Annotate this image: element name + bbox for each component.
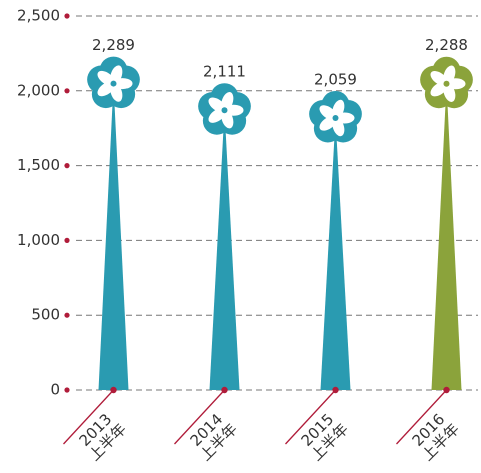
x-tick-label: 2014上半年 bbox=[184, 407, 241, 464]
tick-dot bbox=[64, 88, 70, 94]
y-tick-label: 500 bbox=[31, 306, 60, 324]
value-label: 2,059 bbox=[314, 70, 357, 88]
base-dot bbox=[221, 386, 228, 394]
inner-petal bbox=[208, 108, 226, 123]
inner-petal bbox=[319, 115, 337, 131]
flower bbox=[87, 56, 140, 109]
spike bbox=[431, 83, 462, 390]
inner-petal bbox=[97, 81, 115, 97]
flower-center bbox=[443, 80, 450, 87]
spike bbox=[320, 117, 351, 390]
value-label: 2,288 bbox=[425, 36, 468, 54]
base-dot bbox=[110, 386, 117, 394]
flower-center bbox=[221, 107, 228, 114]
flower bbox=[198, 83, 251, 135]
x-tick-label: 2016上半年 bbox=[406, 407, 463, 464]
tick-dot bbox=[64, 13, 70, 19]
inner-petal bbox=[430, 81, 448, 97]
tick-leader bbox=[63, 389, 114, 445]
flower-center bbox=[332, 114, 339, 121]
y-tick-label: 1,500 bbox=[17, 156, 60, 174]
flower-center bbox=[110, 80, 117, 87]
base-dot bbox=[332, 386, 339, 394]
value-label: 2,111 bbox=[203, 63, 246, 81]
tick-leader bbox=[174, 389, 225, 445]
tick-dot bbox=[64, 163, 70, 169]
tick-leader bbox=[396, 389, 447, 445]
base-dot bbox=[443, 386, 450, 394]
tick-dot bbox=[64, 237, 70, 243]
tick-dot bbox=[64, 312, 70, 318]
x-tick-label: 2013上半年 bbox=[73, 407, 130, 464]
y-tick-label: 2,000 bbox=[17, 81, 60, 99]
value-label: 2,289 bbox=[92, 36, 135, 54]
flower bbox=[309, 90, 362, 143]
y-tick-label: 1,000 bbox=[17, 231, 60, 249]
spike bbox=[209, 110, 240, 390]
flower bbox=[420, 56, 473, 109]
y-tick-label: 0 bbox=[50, 381, 60, 399]
y-tick-label: 2,500 bbox=[17, 7, 60, 25]
tick-leader bbox=[285, 389, 336, 445]
spike bbox=[98, 83, 129, 390]
tick-dot bbox=[64, 387, 70, 393]
x-tick-label: 2015上半年 bbox=[295, 407, 352, 464]
